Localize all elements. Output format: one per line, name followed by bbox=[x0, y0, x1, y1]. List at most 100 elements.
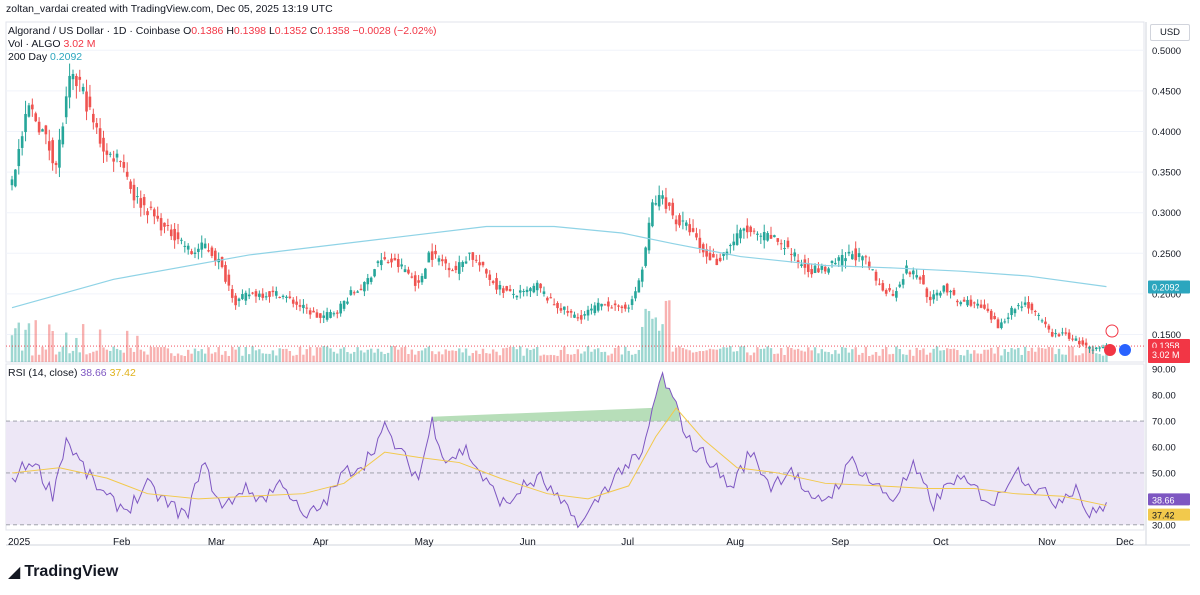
volume-bar bbox=[813, 347, 817, 362]
volume-bar bbox=[515, 349, 519, 362]
volume-bar bbox=[471, 353, 475, 362]
volume-bar bbox=[566, 354, 569, 362]
candle-body bbox=[939, 292, 942, 296]
open-label: O bbox=[183, 25, 192, 37]
candle-body bbox=[156, 215, 160, 219]
candle-body bbox=[891, 293, 895, 296]
candle-body bbox=[851, 254, 854, 260]
candle-body bbox=[1088, 346, 1091, 349]
volume-bar bbox=[851, 349, 854, 362]
volume-bar bbox=[203, 353, 207, 362]
volume-bar bbox=[234, 349, 237, 362]
candle-body bbox=[1040, 320, 1044, 322]
candle-body bbox=[298, 305, 302, 307]
candle-body bbox=[373, 269, 376, 277]
volume-bar bbox=[546, 355, 549, 362]
candle-body bbox=[241, 294, 244, 300]
candle-body bbox=[478, 262, 481, 266]
volume-bar bbox=[336, 353, 339, 362]
candle-body bbox=[254, 291, 258, 297]
candle-body bbox=[34, 113, 38, 122]
rsi-ma-line bbox=[11, 407, 1107, 507]
volume-bar bbox=[325, 346, 329, 362]
volume-label[interactable]: Vol · ALGO bbox=[8, 38, 61, 50]
volume-bar bbox=[31, 355, 34, 362]
volume-bar bbox=[288, 351, 292, 362]
volume-bar bbox=[183, 355, 187, 362]
candle-body bbox=[10, 179, 14, 186]
volume-bar bbox=[1006, 351, 1010, 362]
volume-bar bbox=[634, 353, 637, 362]
candle-body bbox=[183, 245, 187, 247]
candle-body bbox=[108, 153, 112, 155]
candle-body bbox=[85, 91, 88, 112]
volume-bar bbox=[1034, 351, 1037, 362]
volume-bar bbox=[756, 347, 759, 362]
volume-bar bbox=[586, 346, 590, 362]
volume-bar bbox=[983, 349, 986, 362]
candle-body bbox=[37, 121, 41, 133]
price-tick-label: 0.1500 bbox=[1152, 330, 1181, 341]
volume-bar bbox=[373, 352, 376, 362]
volume-bar bbox=[231, 346, 234, 362]
volume-bar bbox=[1040, 348, 1044, 362]
volume-bar bbox=[254, 350, 258, 362]
candle-body bbox=[1030, 303, 1034, 311]
candle-body bbox=[610, 307, 614, 309]
candle-body bbox=[854, 248, 858, 261]
symbol-name[interactable]: Algorand / US Dollar · 1D · Coinbase bbox=[8, 25, 181, 37]
time-tick-label: Oct bbox=[933, 537, 949, 548]
time-tick-label: Aug bbox=[726, 537, 744, 548]
candle-body bbox=[474, 259, 478, 261]
ma-label[interactable]: 200 Day bbox=[8, 51, 48, 63]
candle-body bbox=[888, 288, 891, 291]
candle-body bbox=[390, 258, 393, 263]
volume-bar bbox=[247, 354, 251, 362]
close-label: C bbox=[309, 25, 318, 37]
volume-bar bbox=[115, 348, 119, 362]
volume-bar bbox=[61, 346, 65, 362]
volume-bar bbox=[44, 349, 48, 362]
volume-bar bbox=[803, 351, 807, 362]
candle-body bbox=[1017, 305, 1020, 307]
candle-body bbox=[718, 257, 722, 262]
volume-bar bbox=[78, 352, 81, 362]
volume-bar bbox=[264, 353, 268, 362]
volume-bar bbox=[383, 354, 386, 362]
candle-body bbox=[735, 233, 739, 245]
volume-bar bbox=[1044, 348, 1047, 362]
candle-body bbox=[600, 303, 603, 307]
volume-bar bbox=[75, 337, 78, 362]
volume-bar bbox=[603, 351, 607, 362]
candle-body bbox=[712, 253, 715, 258]
candle-body bbox=[657, 195, 661, 207]
volume-bar bbox=[854, 347, 857, 362]
volume-bar bbox=[969, 353, 973, 362]
volume-bar bbox=[227, 355, 231, 362]
volume-bar bbox=[678, 346, 681, 362]
candle-body bbox=[732, 241, 736, 246]
candle-body bbox=[349, 290, 353, 295]
currency-selector[interactable]: USD bbox=[1150, 24, 1190, 41]
volume-bar bbox=[275, 355, 278, 362]
candle-body bbox=[698, 237, 702, 249]
candle-body bbox=[881, 283, 885, 291]
candle-body bbox=[81, 86, 85, 92]
price-tick-label: 0.5000 bbox=[1152, 46, 1181, 57]
volume-bar bbox=[559, 349, 563, 362]
volume-bar bbox=[251, 346, 254, 362]
volume-bar bbox=[315, 347, 319, 362]
candle-body bbox=[837, 257, 841, 261]
volume-value: 3.02 M bbox=[63, 38, 96, 50]
candle-body bbox=[634, 291, 637, 299]
rsi-label[interactable]: RSI (14, close) bbox=[8, 367, 78, 379]
candle-body bbox=[1094, 347, 1098, 350]
volume-badge-bg bbox=[1148, 348, 1190, 361]
candle-body bbox=[945, 283, 949, 293]
candle-body bbox=[576, 317, 580, 319]
rsi-tick-label: 70.00 bbox=[1152, 417, 1176, 428]
volume-bar bbox=[24, 329, 27, 362]
candle-body bbox=[308, 310, 312, 315]
candle-body bbox=[759, 235, 763, 237]
